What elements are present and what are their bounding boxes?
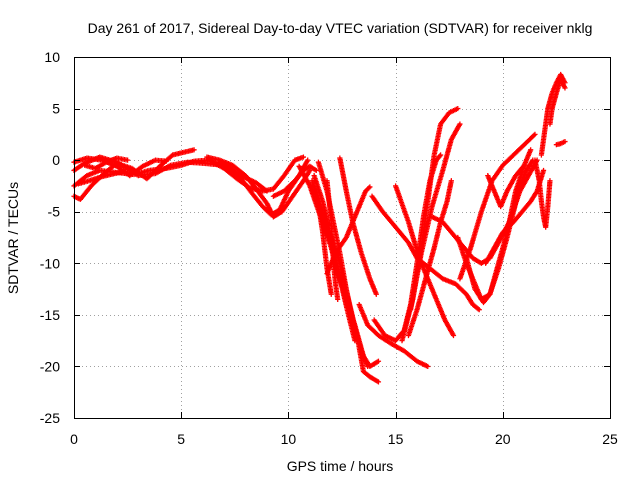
- data-series-track-23: [405, 178, 454, 339]
- data-point: [475, 306, 481, 312]
- data-point: [476, 307, 482, 313]
- x-axis-label: GPS time / hours: [287, 458, 394, 474]
- data-series-track-27: [463, 157, 536, 306]
- chart-title: Day 261 of 2017, Sidereal Day-to-day VTE…: [88, 20, 593, 36]
- data-point: [375, 379, 382, 385]
- data-series-track-5: [75, 168, 129, 187]
- data-point: [373, 291, 379, 297]
- data-point: [437, 153, 443, 159]
- y-axis-label: SDTVAR / TECUs: [5, 182, 21, 294]
- y-tick-label: -25: [40, 410, 60, 426]
- data-series-track-34: [553, 138, 568, 148]
- data-point: [438, 152, 444, 158]
- data-point: [457, 121, 463, 127]
- y-tick-label: -5: [48, 204, 61, 220]
- data-series-track-6: [82, 155, 131, 171]
- data-point: [521, 162, 527, 168]
- x-tick-label: 25: [602, 431, 618, 447]
- data-series-track-13: [309, 178, 358, 344]
- data-point: [448, 178, 454, 184]
- data-point: [313, 167, 319, 174]
- data-point: [540, 167, 547, 174]
- data-point: [335, 296, 341, 302]
- x-tick-label: 0: [70, 431, 78, 447]
- y-axis: -25 -20 -15 -10 -5 0 5 10: [40, 49, 610, 426]
- x-tick-label: 15: [388, 431, 404, 447]
- y-tick-label: -15: [40, 307, 60, 323]
- data-point: [375, 358, 382, 364]
- data-point: [531, 132, 537, 138]
- data-series-track-33: [547, 77, 568, 127]
- x-tick-label: 20: [495, 431, 511, 447]
- data-series-track-3: [71, 147, 197, 202]
- data-point: [562, 85, 568, 91]
- data-series-track-14: [324, 178, 341, 302]
- data-point: [365, 363, 371, 370]
- data-series-track-30: [485, 162, 527, 210]
- data-series-track-32: [538, 71, 568, 158]
- x-tick-label: 10: [281, 431, 297, 447]
- data-point: [300, 154, 307, 160]
- data-point: [305, 157, 311, 163]
- data-series-track-18: [356, 301, 431, 370]
- data-point: [125, 157, 131, 163]
- x-axis: 0 5 10 15 20 25: [70, 57, 618, 447]
- data-point: [366, 185, 372, 191]
- data-point: [122, 168, 129, 175]
- data-point: [367, 184, 373, 190]
- y-tick-label: 5: [52, 101, 60, 117]
- data-point: [425, 363, 431, 370]
- data-point: [328, 291, 334, 297]
- data-points: [71, 71, 568, 385]
- data-series-track-24: [399, 105, 461, 344]
- data-point: [191, 147, 197, 153]
- y-tick-label: -10: [40, 255, 60, 271]
- data-point: [352, 338, 358, 344]
- y-tick-label: 10: [44, 49, 60, 65]
- x-tick-label: 5: [177, 431, 185, 447]
- y-tick-label: 0: [52, 152, 60, 168]
- data-point: [562, 138, 568, 145]
- data-point: [532, 131, 538, 137]
- data-point: [163, 158, 169, 164]
- plot-frame: [74, 57, 611, 419]
- data-series-track-31: [532, 157, 553, 230]
- data-point: [450, 332, 457, 339]
- y-tick-label: -20: [40, 358, 60, 374]
- data-series-track-29: [483, 167, 547, 266]
- data-series-track-28: [457, 131, 538, 282]
- data-series-track-17: [337, 155, 379, 297]
- data-point: [455, 105, 461, 112]
- data-point: [547, 178, 553, 184]
- data-point: [528, 147, 534, 153]
- grid-lines: [74, 57, 610, 418]
